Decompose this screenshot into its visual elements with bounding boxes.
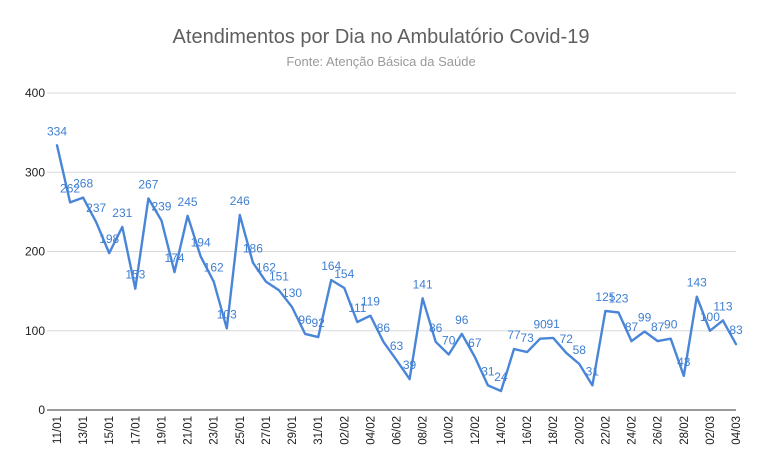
x-tick-label: 22/02	[600, 416, 612, 445]
x-axis-ticks: 11/01 13/01 15/01 17/01 19/01 21/01 23/01 25/01…	[52, 416, 743, 445]
data-label: 151	[269, 269, 289, 283]
x-tick-label: 04/02	[365, 416, 377, 445]
data-label: 164	[321, 259, 341, 273]
x-tick-label: 23/01	[209, 416, 221, 445]
data-label: 86	[377, 321, 391, 335]
data-label: 174	[165, 251, 185, 265]
data-label: 87	[625, 320, 639, 334]
data-label: 162	[204, 261, 224, 275]
y-tick-label: 100	[25, 324, 45, 338]
data-label: 162	[256, 261, 276, 275]
data-label: 239	[151, 200, 171, 214]
x-tick-label: 08/02	[418, 416, 430, 445]
x-tick-label: 15/01	[104, 416, 116, 445]
data-label: 58	[573, 343, 587, 357]
x-tick-label: 06/02	[392, 416, 404, 445]
x-tick-label: 17/01	[130, 416, 142, 445]
y-tick-label: 400	[25, 86, 45, 100]
data-label: 100	[700, 310, 720, 324]
x-tick-label: 16/02	[522, 416, 534, 445]
x-tick-label: 02/03	[705, 416, 717, 445]
data-label: 70	[442, 334, 456, 348]
x-tick-label: 18/02	[548, 416, 560, 445]
x-tick-label: 29/01	[287, 416, 299, 445]
data-label: 111	[348, 301, 367, 315]
x-tick-label: 20/02	[574, 416, 586, 445]
data-label: 91	[547, 317, 561, 331]
data-label: 96	[298, 313, 312, 327]
x-tick-label: 28/02	[679, 416, 691, 445]
x-tick-label: 21/01	[183, 416, 195, 445]
data-label: 63	[390, 339, 404, 353]
data-label: 96	[455, 313, 469, 327]
data-label: 186	[243, 242, 263, 256]
data-label: 67	[468, 336, 482, 350]
data-label: 198	[99, 232, 119, 246]
chart-title: Atendimentos por Dia no Ambulatório Covi…	[173, 26, 590, 48]
data-label: 246	[230, 194, 250, 208]
y-tick-label: 200	[25, 245, 45, 259]
data-label: 77	[507, 328, 521, 342]
grid-lines	[47, 92, 736, 411]
x-tick-label: 25/01	[235, 416, 247, 445]
data-label: 153	[125, 268, 145, 282]
x-tick-label: 12/02	[470, 416, 482, 445]
data-label: 123	[608, 292, 628, 306]
data-label: 130	[282, 286, 302, 300]
data-label: 73	[520, 331, 534, 345]
data-label: 39	[403, 358, 417, 372]
data-label: 83	[729, 323, 743, 337]
y-tick-label: 0	[38, 403, 45, 417]
data-label: 245	[178, 195, 198, 209]
x-tick-label: 14/02	[496, 416, 508, 445]
data-label: 86	[429, 321, 443, 335]
data-label: 231	[112, 206, 132, 220]
data-label: 154	[334, 267, 354, 281]
data-label: 237	[86, 201, 106, 215]
x-tick-label: 26/02	[653, 416, 665, 445]
y-axis-ticks: 0 100 200 300 400	[25, 86, 45, 417]
data-label: 92	[311, 316, 325, 330]
series-line-layer	[55, 144, 738, 393]
series-line	[55, 144, 738, 393]
data-label: 103	[217, 307, 237, 321]
data-label: 87	[651, 320, 665, 334]
data-labels: 3342622682371982311532672391742451941621…	[47, 124, 743, 384]
data-label: 24	[494, 370, 508, 384]
data-label: 334	[47, 124, 67, 138]
data-label: 119	[361, 295, 380, 309]
data-label: 113	[713, 299, 732, 313]
data-label: 262	[60, 181, 80, 195]
data-label: 90	[533, 318, 547, 332]
data-label: 268	[73, 177, 93, 191]
x-tick-label: 10/02	[444, 416, 456, 445]
data-label: 31	[586, 364, 600, 378]
x-tick-label: 19/01	[156, 416, 168, 445]
chart-subtitle: Fonte: Atenção Básica da Saúde	[286, 54, 475, 69]
y-tick-label: 300	[25, 165, 45, 179]
data-label: 267	[138, 177, 158, 191]
x-tick-label: 31/01	[313, 416, 325, 445]
x-tick-label: 04/03	[731, 416, 743, 445]
data-label: 99	[638, 311, 652, 325]
data-label: 141	[413, 277, 433, 291]
data-label: 72	[560, 332, 574, 346]
x-tick-label: 24/02	[627, 416, 639, 445]
x-tick-label: 11/01	[52, 416, 64, 444]
data-label: 90	[664, 318, 678, 332]
data-label: 143	[687, 276, 707, 290]
x-tick-label: 13/01	[78, 416, 90, 445]
x-tick-label: 02/02	[339, 416, 351, 445]
data-label: 194	[191, 235, 211, 249]
data-label: 125	[595, 290, 615, 304]
data-label: 31	[481, 364, 495, 378]
x-tick-label: 27/01	[261, 416, 273, 445]
data-label: 43	[677, 355, 691, 369]
